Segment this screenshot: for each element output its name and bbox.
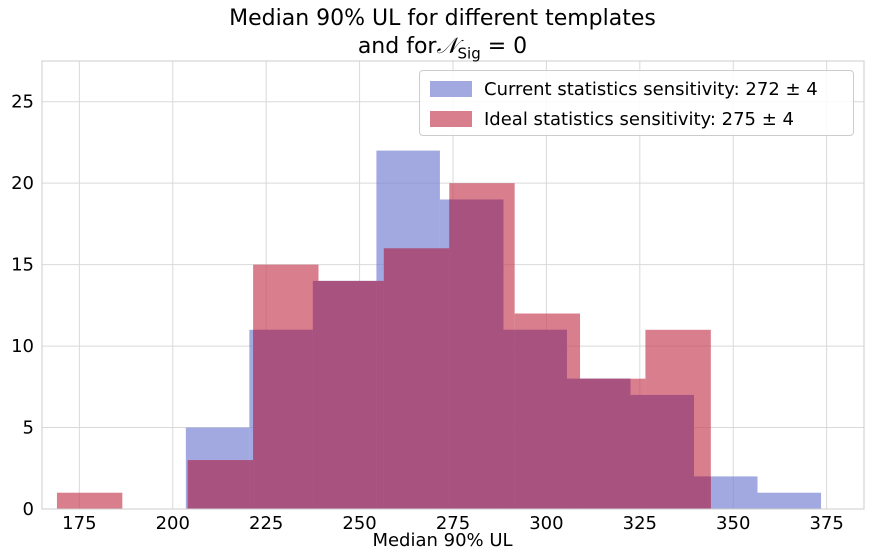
legend-label-ideal: Ideal statistics sensitivity: 275 ± 4 — [484, 108, 794, 130]
chart-title-prefix: and for — [357, 34, 437, 59]
legend-swatch-ideal — [430, 111, 472, 127]
x-tick-labels: 175 200 225 250 275 300 325 350 375 — [62, 513, 844, 534]
overlap-bar — [249, 460, 254, 509]
x-tick-label: 350 — [716, 513, 750, 534]
x-tick-label: 225 — [249, 513, 283, 534]
legend-item-ideal: Ideal statistics sensitivity: 275 ± 4 — [430, 105, 794, 133]
x-tick-label: 250 — [342, 513, 376, 534]
chart-title-math-subscript: Sig — [457, 44, 481, 63]
overlap-bar — [645, 394, 694, 509]
histogram-bar — [56, 492, 123, 509]
y-tick-label: 20 — [11, 173, 34, 194]
overlap-bar — [630, 394, 646, 509]
overlap-bar — [449, 199, 504, 510]
overlap-bar — [566, 378, 581, 509]
legend-swatch-current — [430, 81, 472, 97]
histogram-bar — [757, 492, 822, 509]
x-tick-label: 275 — [436, 513, 470, 534]
x-tick-label: 300 — [529, 513, 563, 534]
overlap-bar — [503, 329, 515, 509]
x-tick-label: 200 — [156, 513, 190, 534]
x-axis-label: Median 90% UL — [372, 530, 513, 551]
chart-title-line-1: Median 90% UL for different templates — [229, 6, 656, 31]
chart-title-math-symbol: 𝒩 — [436, 34, 458, 59]
chart-title-line-2: and for𝒩Sig = 0 — [0, 36, 885, 61]
overlap-bar — [253, 329, 313, 509]
overlap-bar — [693, 476, 711, 509]
y-tick-label: 25 — [11, 92, 34, 113]
y-tick-labels: 0 5 10 15 20 25 — [11, 92, 34, 520]
y-tick-label: 15 — [11, 255, 34, 276]
overlap-bar — [187, 460, 250, 509]
chart-title-math-rest: = 0 — [487, 34, 528, 59]
legend-label-current: Current statistics sensitivity: 272 ± 4 — [484, 78, 818, 100]
x-tick-label: 375 — [809, 513, 843, 534]
x-tick-label: 325 — [623, 513, 657, 534]
legend-item-current: Current statistics sensitivity: 272 ± 4 — [430, 75, 818, 103]
overlap-bar — [383, 248, 440, 509]
overlap-bars — [187, 199, 711, 510]
overlap-bar — [580, 378, 631, 509]
overlap-bar — [439, 248, 450, 509]
y-tick-label: 0 — [23, 499, 34, 520]
legend: Current statistics sensitivity: 272 ± 4 … — [419, 70, 854, 136]
overlap-bar — [312, 280, 319, 509]
x-tick-label: 175 — [62, 513, 96, 534]
y-tick-label: 5 — [23, 418, 34, 439]
y-tick-label: 10 — [11, 336, 34, 357]
plot-frame — [41, 60, 865, 510]
overlap-bar — [318, 280, 377, 509]
overlap-bar — [514, 329, 567, 509]
overlap-bar — [376, 280, 384, 509]
